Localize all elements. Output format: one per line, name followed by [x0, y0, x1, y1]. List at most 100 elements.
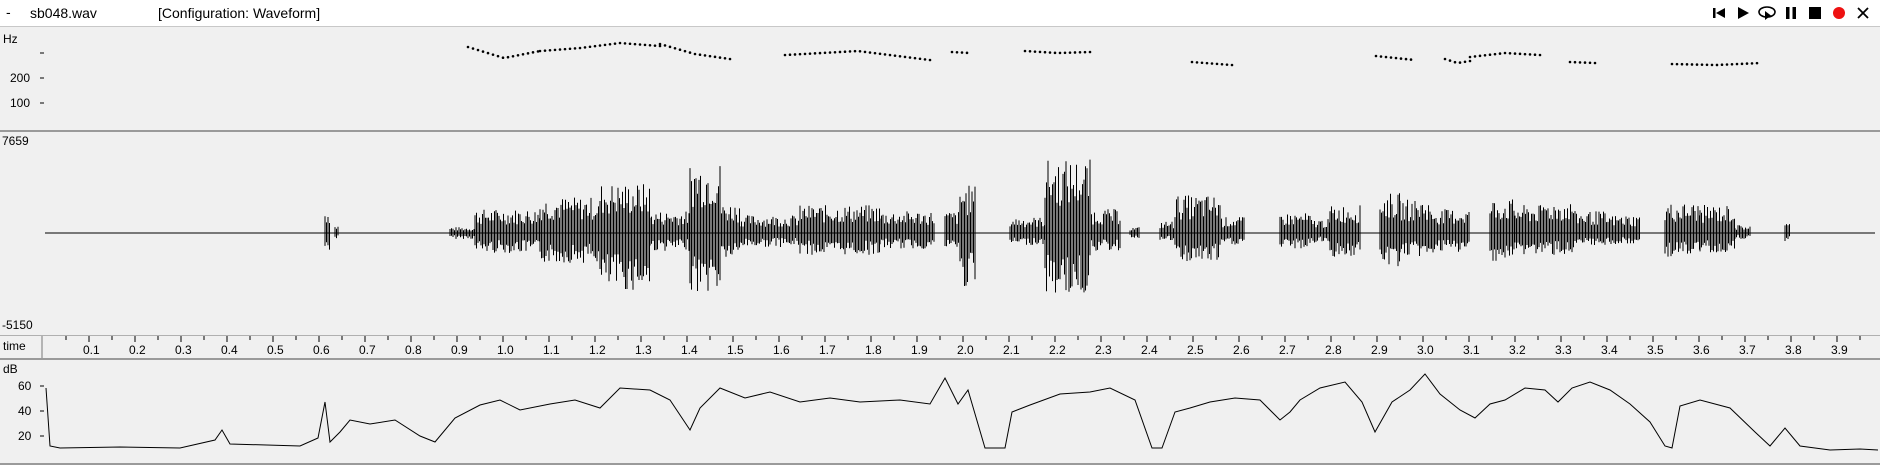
- pitch-point: [843, 50, 847, 53]
- time-tick-label: 0.5: [267, 343, 284, 357]
- pitch-point: [1190, 60, 1194, 64]
- skip-to-start-button[interactable]: [1708, 3, 1730, 23]
- panel-divider: [0, 335, 1880, 336]
- pitch-point: [703, 54, 707, 57]
- time-tick-label: 3.4: [1601, 343, 1618, 357]
- pitch-point: [955, 50, 959, 54]
- pitch-point: [798, 52, 802, 56]
- pitch-point: [678, 48, 682, 52]
- pitch-panel[interactable]: Hz 200 100: [0, 27, 1880, 130]
- pitch-point: [1088, 50, 1092, 54]
- pitch-point: [1573, 60, 1577, 64]
- energy-tick-label: 40: [18, 404, 32, 418]
- pitch-point: [868, 51, 872, 54]
- pitch-point: [658, 44, 662, 48]
- pitch-point: [598, 44, 602, 47]
- pitch-point: [1503, 51, 1507, 55]
- pause-button[interactable]: [1780, 3, 1802, 23]
- pitch-point: [618, 41, 622, 45]
- pitch-point: [923, 58, 927, 61]
- pitch-point: [653, 44, 657, 47]
- close-button[interactable]: [1852, 3, 1874, 23]
- record-button[interactable]: [1828, 3, 1850, 23]
- pitch-point: [838, 50, 842, 54]
- waveform-panel[interactable]: 7659 -5150: [0, 132, 1880, 335]
- time-tick-label: 1.2: [589, 343, 606, 357]
- energy-panel[interactable]: dB 60 40 20: [0, 360, 1880, 463]
- pitch-point: [526, 52, 530, 55]
- stop-button[interactable]: [1804, 3, 1826, 23]
- pitch-point: [960, 51, 964, 54]
- waveform-max-label: 7659: [2, 134, 29, 148]
- time-ruler: [41, 336, 1861, 358]
- pitch-point: [918, 57, 922, 61]
- window-menu-button[interactable]: -: [6, 4, 11, 20]
- time-tick-label: 1.7: [819, 343, 836, 357]
- pitch-point: [1583, 61, 1587, 64]
- time-tick-label: 0.3: [175, 343, 192, 357]
- pitch-point: [1023, 49, 1027, 53]
- pitch-tick-label: 100: [10, 96, 31, 110]
- pitch-point: [1033, 50, 1037, 53]
- pitch-point: [1409, 58, 1413, 61]
- play-button[interactable]: [1732, 3, 1754, 23]
- pitch-point: [1685, 63, 1689, 66]
- loop-play-icon: [1758, 6, 1776, 20]
- pitch-point: [878, 52, 882, 56]
- time-tick-label: 3.7: [1739, 343, 1756, 357]
- pitch-point: [1205, 61, 1209, 65]
- pitch-point: [573, 47, 577, 50]
- pitch-point: [1083, 50, 1087, 54]
- time-tick-label: 2.5: [1187, 343, 1204, 357]
- time-tick-label: 0.8: [405, 343, 422, 357]
- pitch-point: [578, 46, 582, 50]
- record-icon: [1833, 7, 1845, 19]
- waveform-samples: [324, 159, 1790, 293]
- pitch-point: [1750, 62, 1754, 65]
- pitch-point: [563, 47, 567, 51]
- pitch-point: [668, 45, 672, 49]
- pitch-point: [1225, 63, 1229, 66]
- pitch-point: [718, 56, 722, 59]
- pitch-point: [1230, 63, 1234, 67]
- waveform: [45, 159, 1875, 293]
- pitch-point: [1463, 60, 1467, 64]
- file-name: sb048.wav: [30, 5, 97, 21]
- skip-to-start-icon: [1713, 8, 1725, 18]
- transport-controls: [1706, 3, 1874, 23]
- pitch-point: [1443, 57, 1447, 61]
- pitch-point: [1043, 50, 1047, 54]
- pitch-point: [1448, 59, 1452, 62]
- pitch-point: [788, 53, 792, 57]
- pitch-point: [813, 52, 817, 55]
- pitch-point: [818, 51, 822, 55]
- pitch-point: [1048, 51, 1052, 54]
- time-tick-label: 0.2: [129, 343, 146, 357]
- energy-curve: [45, 373, 1879, 451]
- time-tick-label: 1.6: [773, 343, 790, 357]
- energy-tick-label: 20: [18, 429, 32, 443]
- pitch-point: [568, 47, 572, 51]
- panel-divider: [0, 358, 1880, 360]
- pitch-point: [638, 43, 642, 46]
- title-bar: - sb048.wav [Configuration: Waveform]: [0, 0, 1880, 27]
- time-tick-label: 0.1: [83, 343, 100, 357]
- pitch-point: [1458, 61, 1462, 64]
- pitch-point: [863, 50, 867, 54]
- pitch-point: [1690, 63, 1694, 66]
- pitch-point: [858, 50, 862, 53]
- pitch-point: [1200, 61, 1204, 65]
- pitch-point: [1715, 63, 1719, 67]
- time-axis[interactable]: time 0.1 0.2 0.3 0.4 0.5 0.6 0.7 0.8 0.9 1.0 1.1 1.…: [0, 336, 1880, 358]
- pitch-point: [908, 56, 912, 59]
- time-tick-label: 2.0: [957, 343, 974, 357]
- pitch-track: [40, 41, 1759, 104]
- pitch-point: [1215, 62, 1219, 66]
- pitch-point: [1593, 61, 1597, 65]
- close-icon: [1857, 7, 1869, 19]
- loop-play-button[interactable]: [1756, 3, 1778, 23]
- time-tick-label: 1.1: [543, 343, 560, 357]
- time-tick-label: 3.1: [1463, 343, 1480, 357]
- pitch-point: [593, 44, 597, 48]
- pitch-point: [1453, 60, 1457, 64]
